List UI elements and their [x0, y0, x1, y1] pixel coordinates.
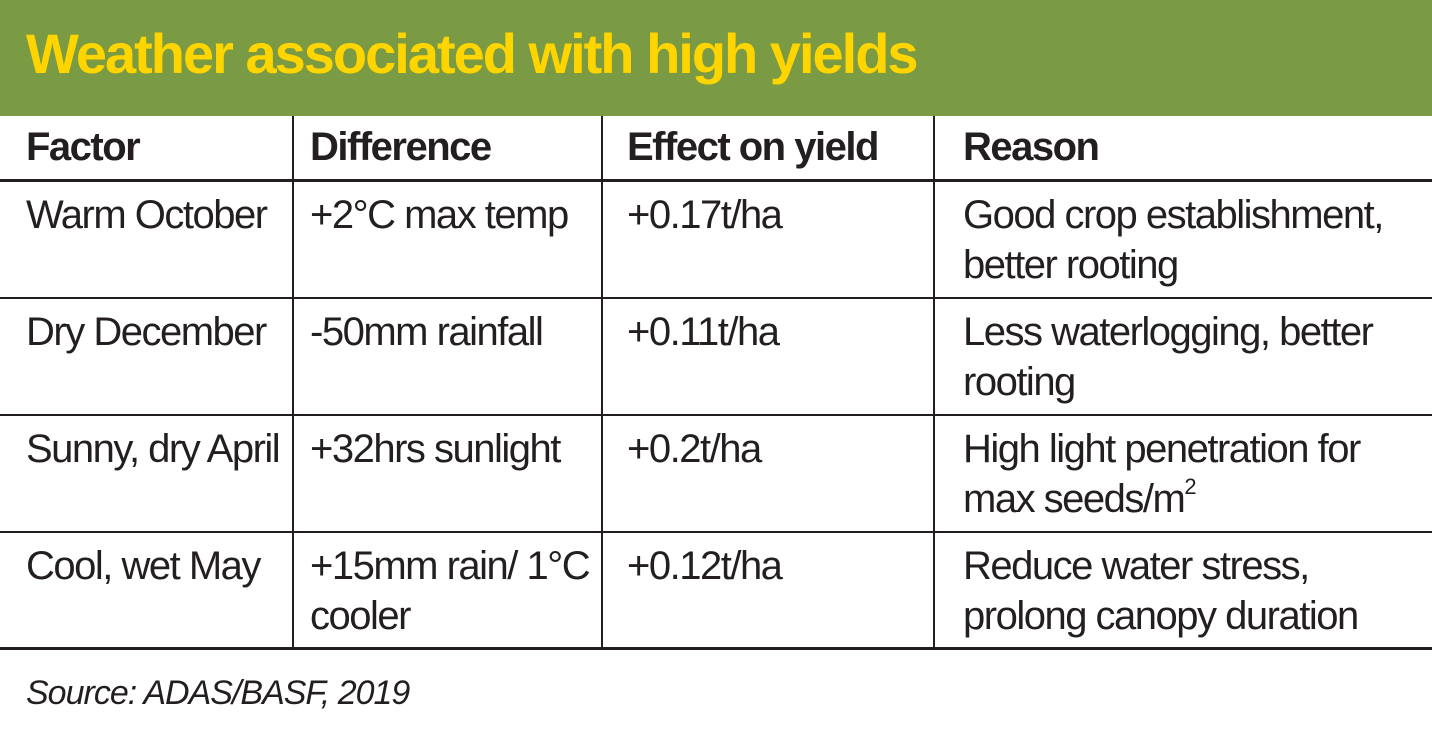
- difference-cell: +2°C max temp: [292, 180, 602, 299]
- header-factor: Factor: [0, 116, 293, 182]
- reason-cell: High light penetration for max seeds/m2: [933, 414, 1432, 533]
- effect-cell: +0.11t/ha: [601, 297, 934, 416]
- difference-cell: -50mm rainfall: [292, 297, 602, 416]
- reason-cell: Reduce water stress, prolong canopy dura…: [933, 531, 1432, 650]
- table-row: Warm October +2°C max temp +0.17t/ha Goo…: [0, 180, 1432, 299]
- squared-superscript: 2: [1184, 473, 1196, 499]
- effect-cell: +0.2t/ha: [601, 414, 934, 533]
- factor-cell: Warm October: [0, 180, 293, 299]
- reason-cell: Less waterlogging, better rooting: [933, 297, 1432, 416]
- table-row: Dry December -50mm rainfall +0.11t/ha Le…: [0, 297, 1432, 416]
- factor-cell: Cool, wet May: [0, 531, 293, 650]
- header-reason: Reason: [933, 116, 1432, 182]
- factor-cell: Dry December: [0, 297, 293, 416]
- difference-cell: +15mm rain/ 1°C cooler: [292, 531, 602, 650]
- effect-cell: +0.12t/ha: [601, 531, 934, 650]
- header-difference: Difference: [292, 116, 602, 182]
- factor-cell: Sunny, dry April: [0, 414, 293, 533]
- reason-cell: Good crop establishment, better rooting: [933, 180, 1432, 299]
- weather-yield-table: Factor Difference Effect on yield Reason…: [0, 116, 1432, 650]
- source-note: Source: ADAS/BASF, 2019: [26, 674, 410, 712]
- title-banner: Weather associated with high yields: [0, 0, 1432, 116]
- table-row: Cool, wet May +15mm rain/ 1°C cooler +0.…: [0, 531, 1432, 650]
- table-row: Sunny, dry April +32hrs sunlight +0.2t/h…: [0, 414, 1432, 533]
- difference-cell: +32hrs sunlight: [292, 414, 602, 533]
- table-header-row: Factor Difference Effect on yield Reason: [0, 116, 1432, 182]
- page-title: Weather associated with high yields: [26, 22, 919, 85]
- effect-cell: +0.17t/ha: [601, 180, 934, 299]
- header-effect-on-yield: Effect on yield: [601, 116, 934, 182]
- reason-text: High light penetration for max seeds/m: [963, 426, 1361, 521]
